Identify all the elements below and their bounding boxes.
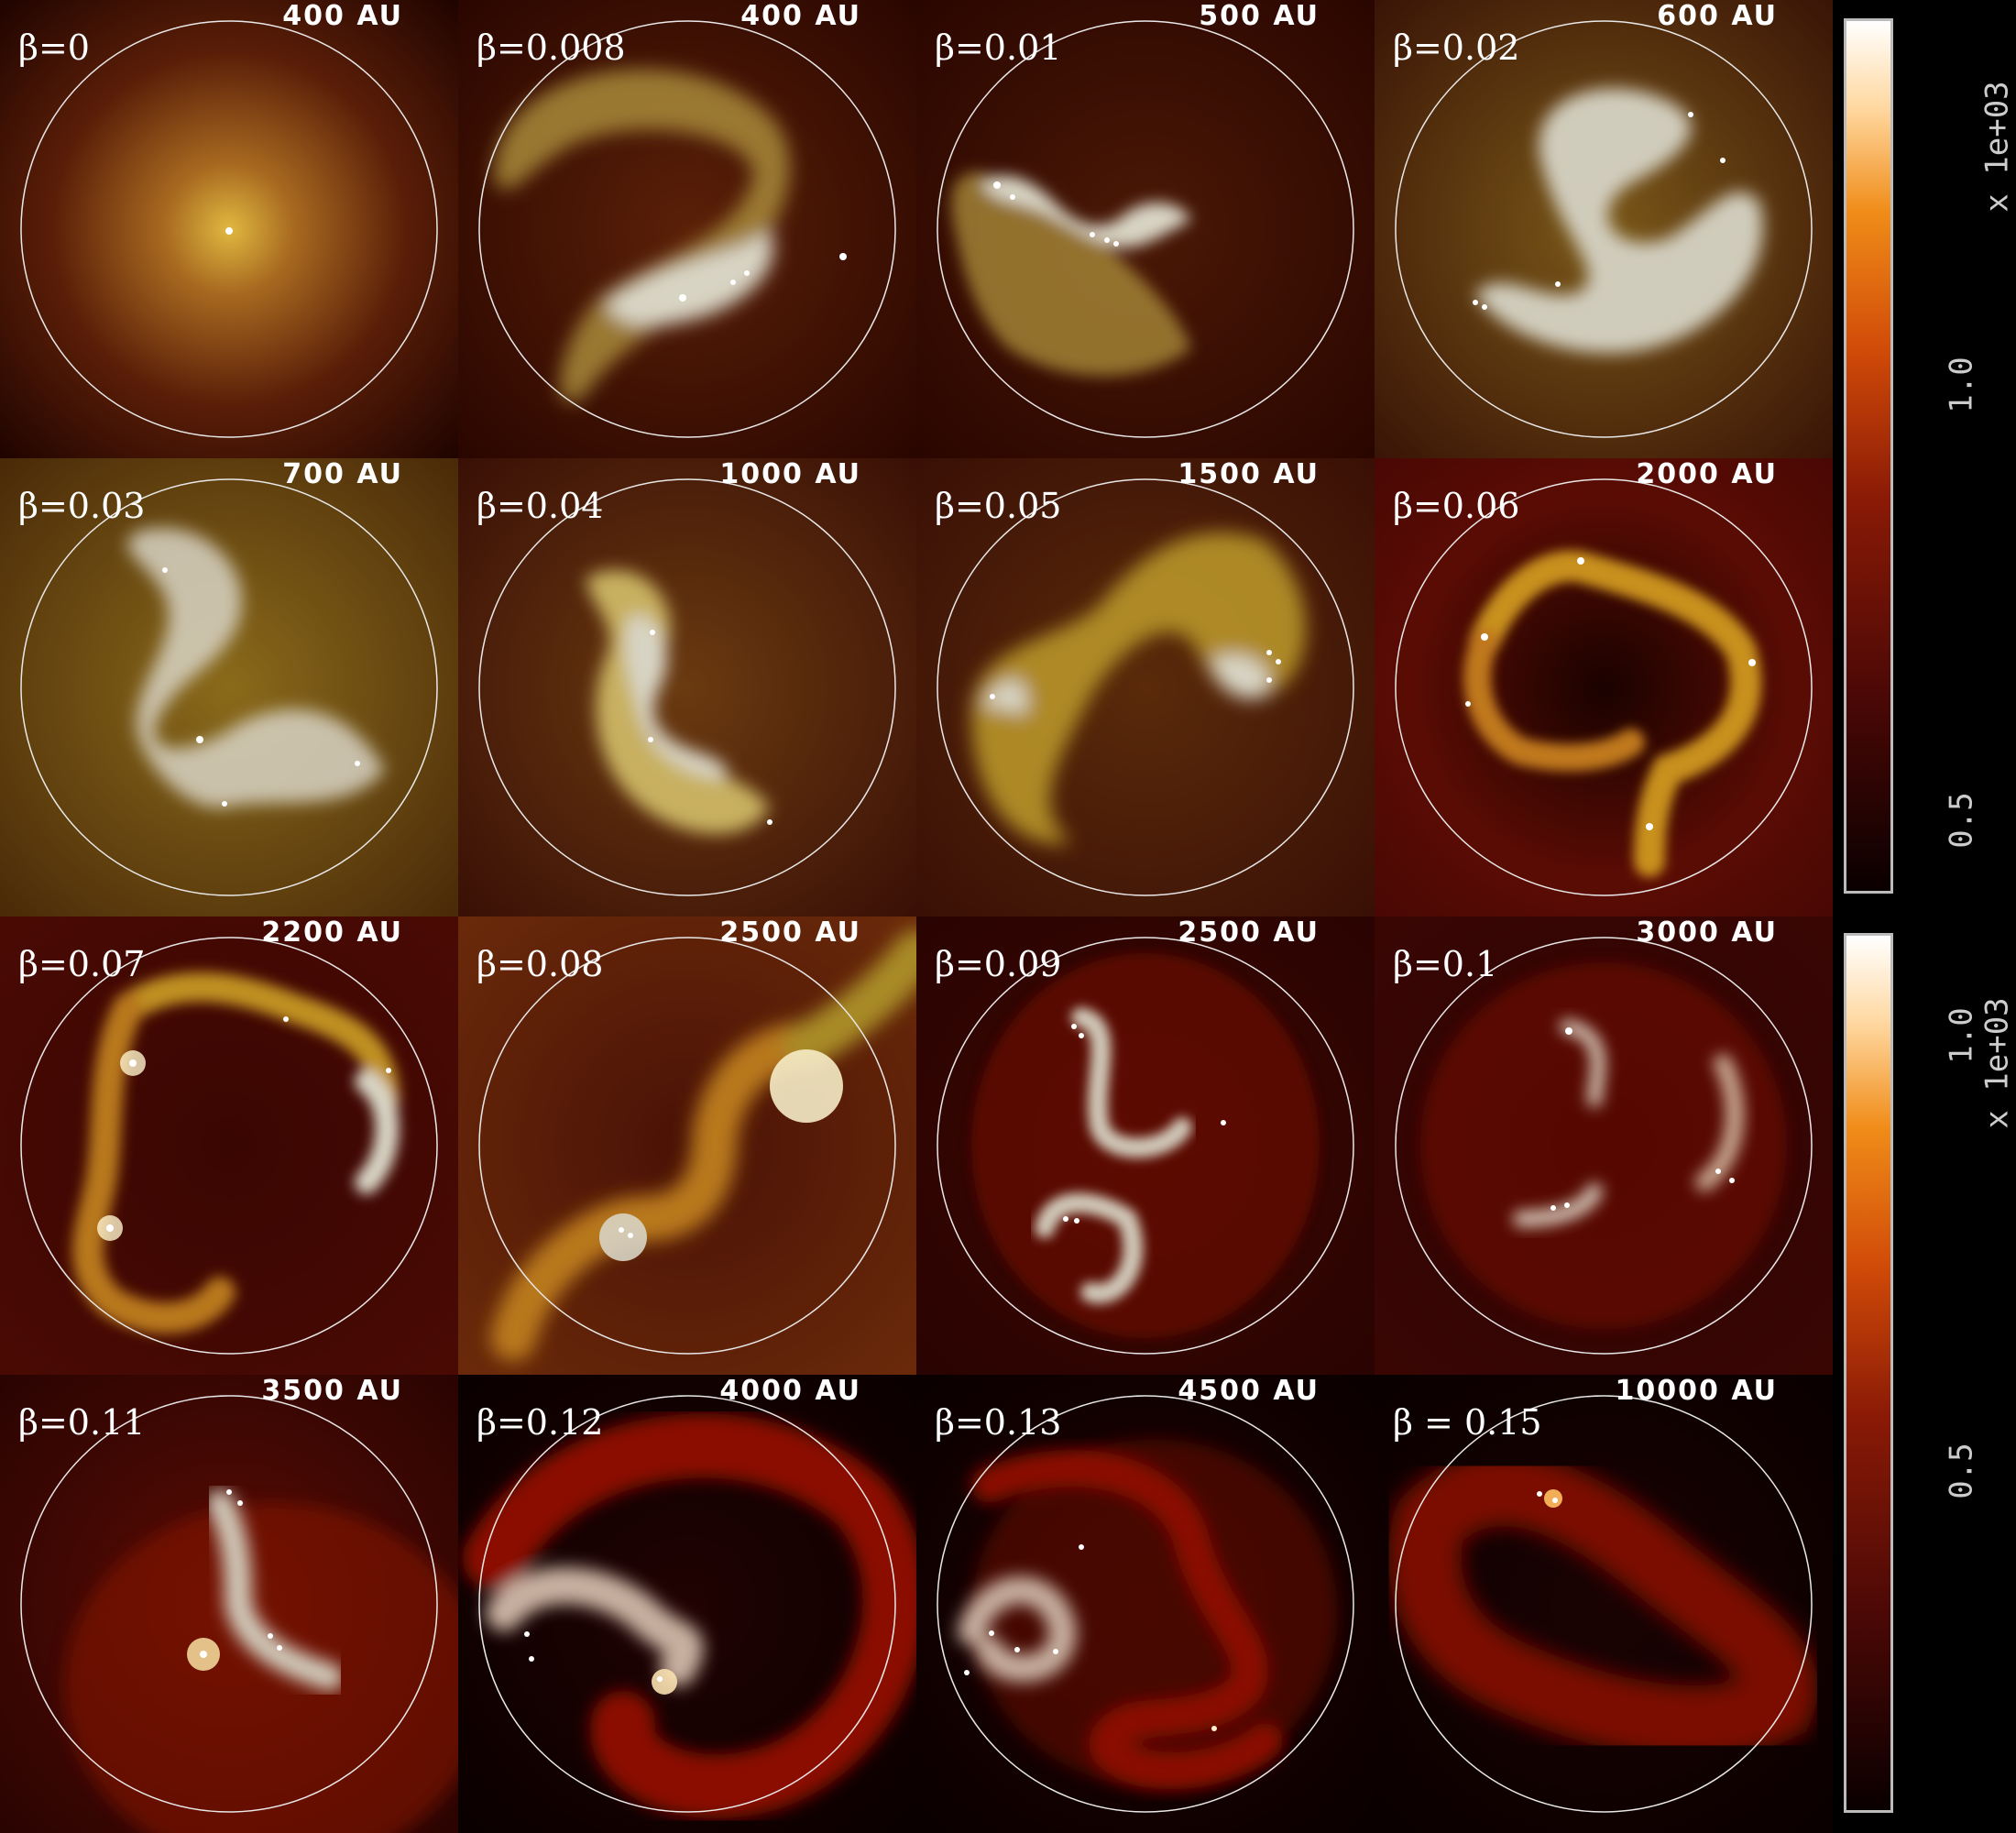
panel-5: β=0.03 700 AU <box>0 458 458 916</box>
panel-16: β = 0.15 10000 AU <box>1375 1375 1833 1833</box>
panel-1: β=0 400 AU <box>0 0 458 458</box>
panel-12: β=0.1 3000 AU <box>1375 916 1833 1375</box>
scale-label: 500 AU <box>1199 0 1320 32</box>
scale-label: 2500 AU <box>719 916 861 949</box>
beta-label: β=0.09 <box>935 944 1062 984</box>
beta-label: β=0.01 <box>935 27 1062 68</box>
scale-label: 4000 AU <box>719 1375 861 1407</box>
beta-label: β=0.02 <box>1393 27 1520 68</box>
panel-14: β=0.12 4000 AU <box>458 1375 916 1833</box>
panel-11: β=0.09 2500 AU <box>916 916 1375 1375</box>
panel-15: β=0.13 4500 AU <box>916 1375 1375 1833</box>
colorbar-bottom <box>1844 933 1893 1813</box>
scale-label: 3500 AU <box>261 1375 403 1407</box>
colorbar-top-tick-low: 0.5 <box>1943 792 1980 849</box>
colorbar-bottom-tick-high: 1.0 <box>1943 1007 1980 1064</box>
beta-label: β=0.13 <box>935 1402 1062 1443</box>
beta-label: β=0.04 <box>477 486 604 526</box>
colorbar-top-body <box>1844 18 1893 894</box>
beta-label: β=0.1 <box>1393 944 1498 984</box>
scale-label: 2200 AU <box>261 916 403 949</box>
colorbar-top-multiplier: x 1e+03 <box>1978 81 2016 213</box>
beta-label: β=0.12 <box>477 1402 604 1443</box>
panel-10: β=0.08 2500 AU <box>458 916 916 1375</box>
beta-label: β=0.06 <box>1393 486 1520 526</box>
scale-label: 3000 AU <box>1636 916 1778 949</box>
beta-label: β=0.03 <box>18 486 146 526</box>
beta-label: β=0.008 <box>477 27 626 68</box>
beta-label: β=0 <box>18 27 90 68</box>
beta-label: β=0.07 <box>18 944 146 984</box>
scale-label: 1000 AU <box>719 458 861 490</box>
panel-9: β=0.07 2200 AU <box>0 916 458 1375</box>
scale-label: 2000 AU <box>1636 458 1778 490</box>
panel-6: β=0.04 1000 AU <box>458 458 916 916</box>
panel-grid: β=0 400 AU β=0.008 400 AU <box>0 0 1833 1833</box>
colorbar-bottom-multiplier: x 1e+03 <box>1978 997 2016 1129</box>
panel-8: β=0.06 2000 AU <box>1375 458 1833 916</box>
colorbar-bottom-tick-low: 0.5 <box>1943 1443 1980 1499</box>
panel-2: β=0.008 400 AU <box>458 0 916 458</box>
scale-label: 1500 AU <box>1178 458 1320 490</box>
panel-3: β=0.01 500 AU <box>916 0 1375 458</box>
colorbar-top-tick-high: 1.0 <box>1943 357 1980 413</box>
scale-label: 600 AU <box>1657 0 1778 32</box>
scale-label: 400 AU <box>282 0 403 32</box>
beta-label: β=0.05 <box>935 486 1062 526</box>
scale-label: 2500 AU <box>1178 916 1320 949</box>
scale-label: 4500 AU <box>1178 1375 1320 1407</box>
panel-7: β=0.05 1500 AU <box>916 458 1375 916</box>
beta-label: β=0.08 <box>477 944 604 984</box>
panel-13: β=0.11 3500 AU <box>0 1375 458 1833</box>
scale-label: 400 AU <box>740 0 861 32</box>
scale-label: 700 AU <box>282 458 403 490</box>
beta-label: β=0.11 <box>18 1402 146 1443</box>
scale-label: 10000 AU <box>1615 1375 1778 1407</box>
beta-label: β = 0.15 <box>1393 1402 1542 1443</box>
panel-4: β=0.02 600 AU <box>1375 0 1833 458</box>
